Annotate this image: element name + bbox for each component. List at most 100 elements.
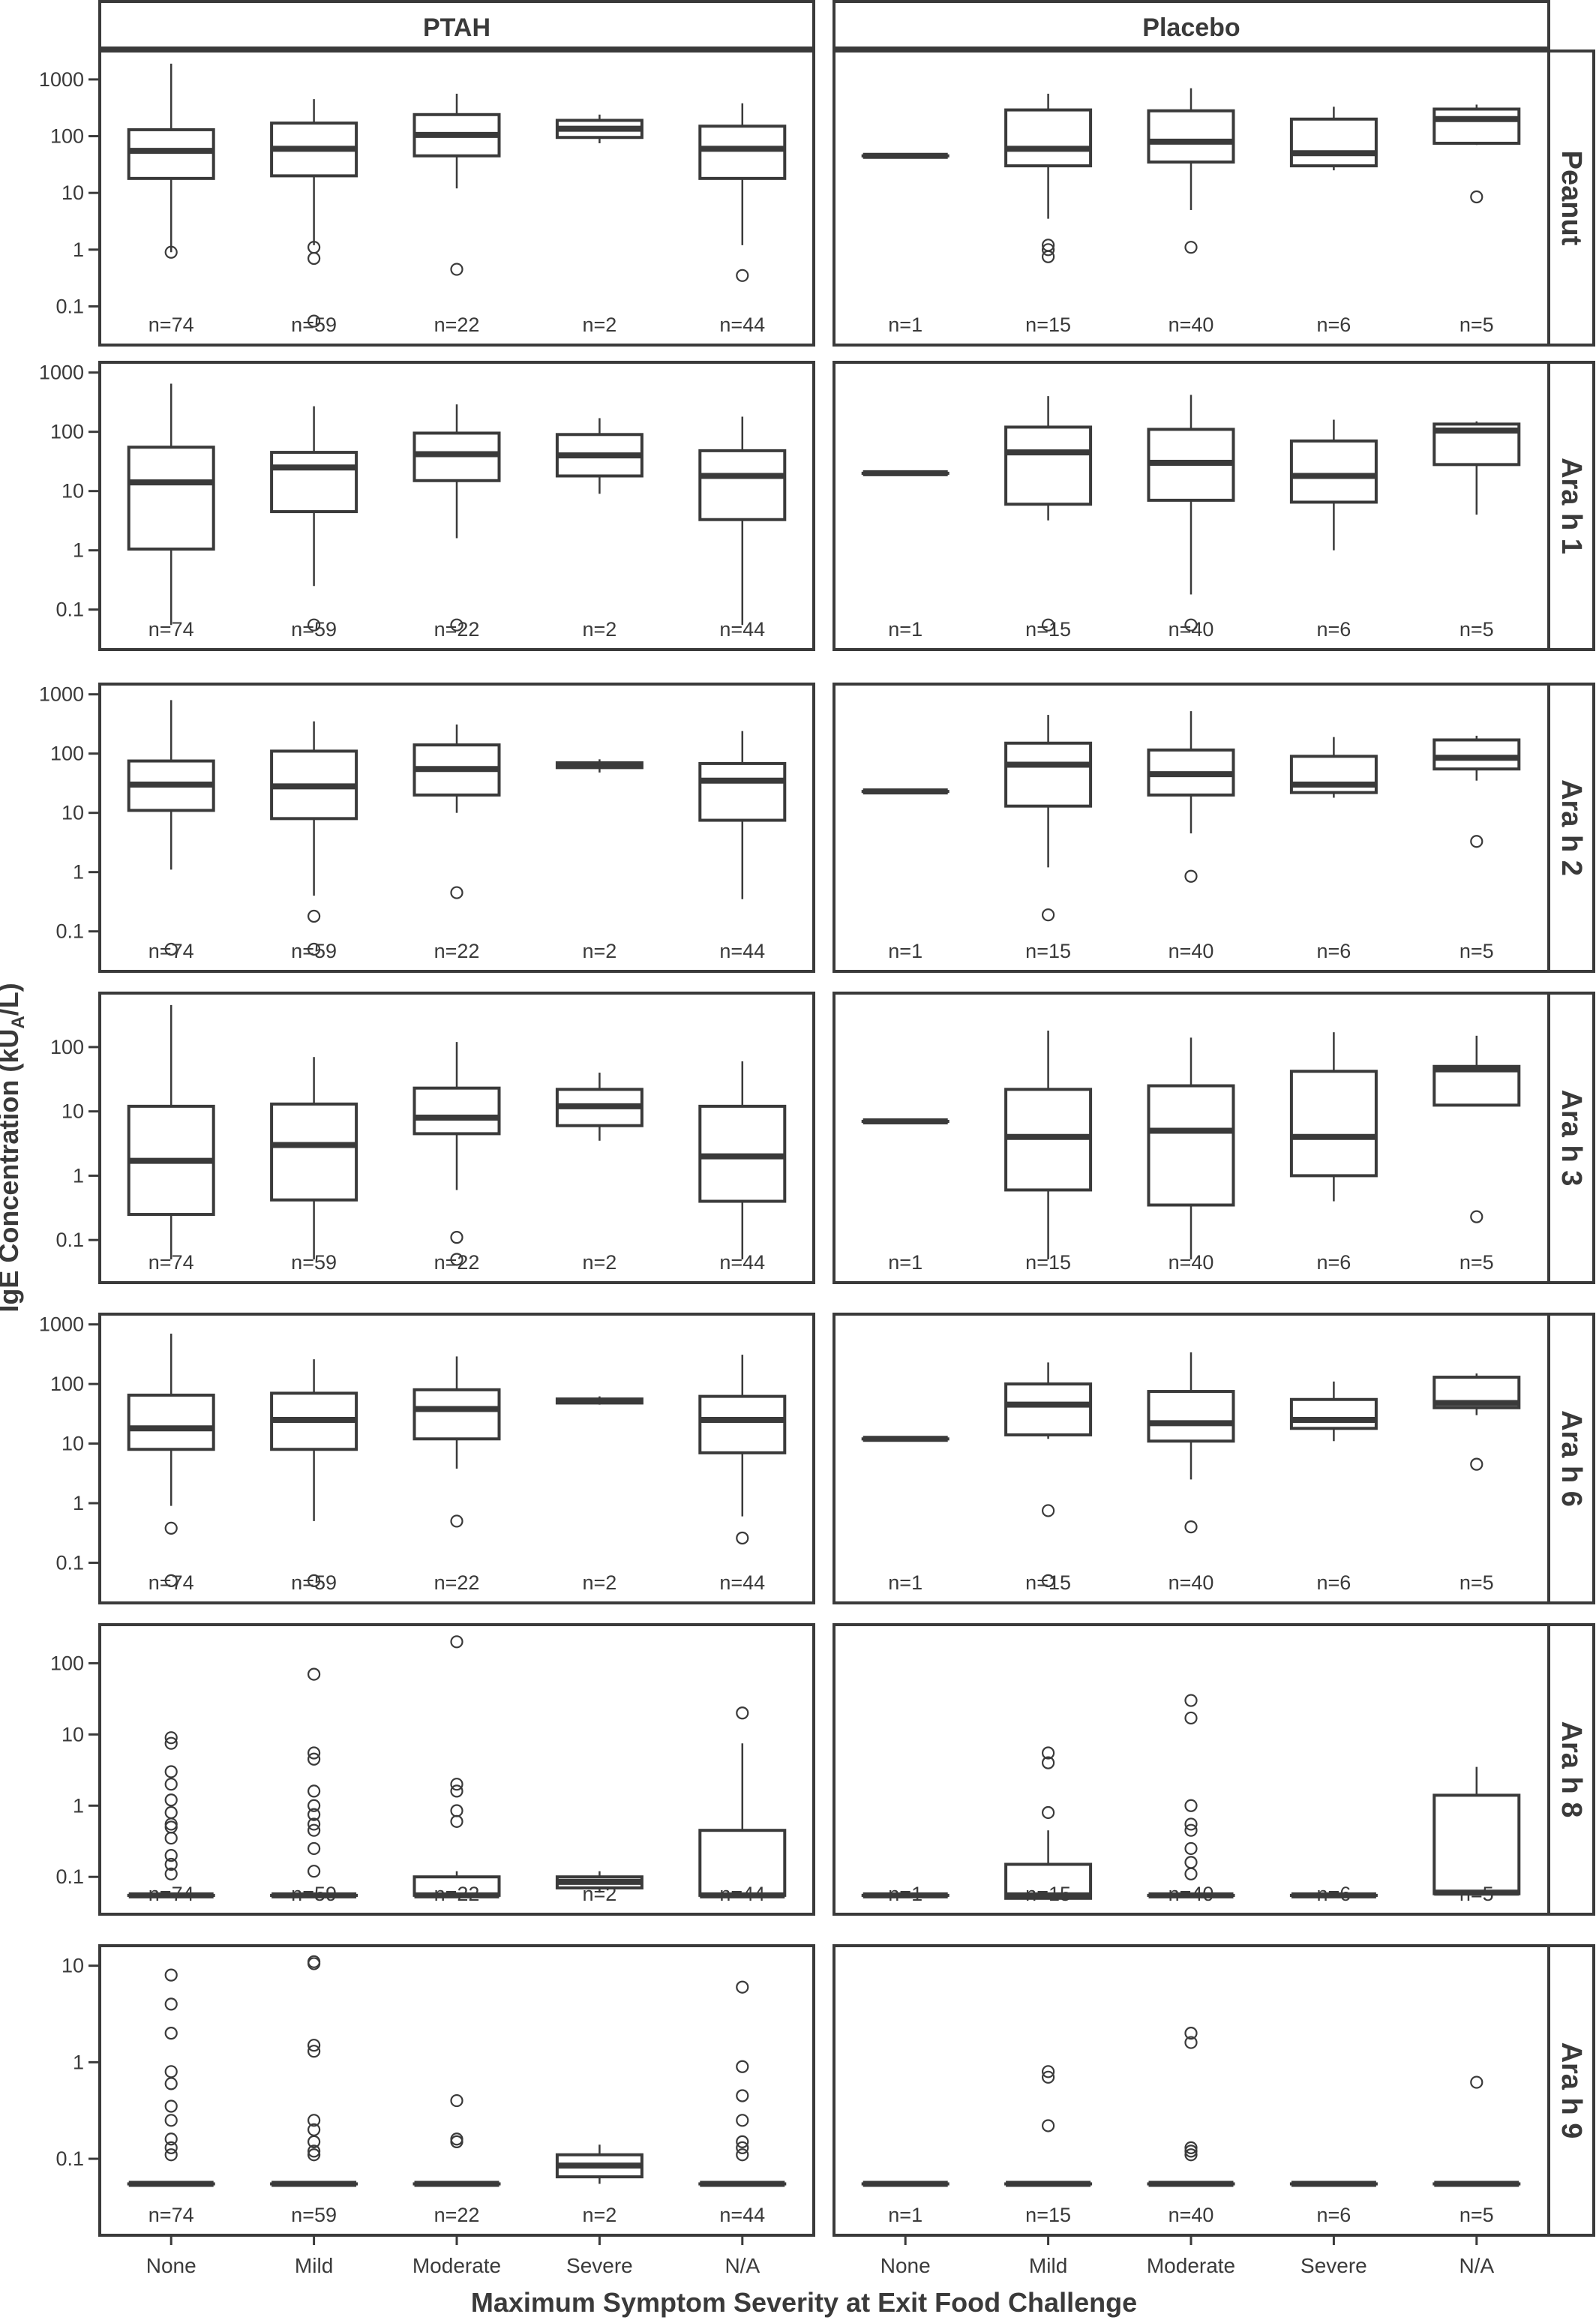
- outlier-6-0-0-1: [164, 1997, 178, 2011]
- row-strip-label-0: Peanut: [1556, 151, 1587, 246]
- outlier-1-0-2-0: [450, 618, 464, 632]
- y-tick-label-1-1: 1: [73, 539, 84, 562]
- outlier-0-0-0-0: [164, 245, 178, 259]
- outlier-2-1-2-0: [1184, 869, 1198, 883]
- x-tick-label-0-4: N/A: [724, 2254, 760, 2277]
- count-label-2-1-4: n=5: [1460, 940, 1494, 962]
- box-5-1-4: [1432, 1793, 1521, 1895]
- outlier-6-0-4-1: [736, 2060, 749, 2073]
- count-label-6-1-1: n=15: [1025, 2204, 1071, 2226]
- y-tick-label-4-4: 1000: [39, 1313, 84, 1336]
- y-tick-label-6-2: 10: [62, 1955, 84, 1977]
- outlier-5-0-1-6: [308, 1817, 321, 1831]
- outlier-6-0-0-5: [164, 2099, 178, 2113]
- count-label-2-0-1: n=59: [291, 940, 337, 962]
- panel-3-0: n=74 n=59 n=22 n=2 n=44: [98, 992, 815, 1284]
- panel-frame-2-0: [98, 683, 815, 973]
- outlier-5-0-0-10: [164, 1857, 178, 1871]
- box-1-0-0: [127, 446, 215, 551]
- panel-1-0: n=74 n=59 n=22 n=2 n=44: [98, 361, 815, 651]
- box-5-0-2: [412, 1875, 501, 1897]
- panel-6-0: n=74 n=59 n=22 n=2 n=44: [98, 1944, 815, 2237]
- panel-2-0: n=74 n=59 n=22 n=2 n=44: [98, 683, 815, 973]
- y-tick-label-0-1: 1: [73, 239, 84, 261]
- row-strip-label-2: Ara h 2: [1556, 779, 1587, 876]
- row-strip-1: [1547, 361, 1595, 651]
- box-3-1-3: [1289, 1070, 1378, 1178]
- outlier-5-0-0-4: [164, 1793, 178, 1807]
- x-tick-label-0-3: Severe: [566, 2254, 633, 2277]
- count-label-1-0-4: n=44: [719, 618, 765, 641]
- count-label-5-1-4: n=5: [1460, 1883, 1494, 1905]
- y-tick-label-2-1: 1: [73, 861, 84, 884]
- panel-frame-5-0: [98, 1623, 815, 1916]
- panel-frame-3-0: [98, 992, 815, 1284]
- count-label-2-1-0: n=1: [888, 940, 922, 962]
- box-0-1-2: [1147, 109, 1235, 164]
- box-3-1-2: [1147, 1084, 1235, 1207]
- count-label-5-0-2: n=22: [434, 1883, 480, 1905]
- count-label-4-1-1: n=15: [1025, 1571, 1071, 1594]
- row-strip-label-1: Ara h 1: [1556, 458, 1587, 554]
- count-label-6-0-4: n=44: [719, 2204, 765, 2226]
- outlier-6-0-2-0: [450, 2093, 464, 2108]
- panel-2-1: n=1 n=15 n=40 n=6 n=5: [832, 683, 1550, 973]
- y-tick-label-5-2: 10: [62, 1723, 84, 1745]
- panel-5-0: n=74 n=59 n=22 n=2 n=44: [98, 1623, 815, 1916]
- outlier-5-0-1-9: [308, 1865, 321, 1878]
- count-label-5-1-0: n=1: [888, 1883, 922, 1905]
- count-label-4-1-2: n=40: [1168, 1571, 1214, 1594]
- outlier-2-0-1-1: [308, 942, 321, 956]
- panel-frame-0-0: [98, 50, 815, 347]
- count-label-2-0-2: n=22: [434, 940, 480, 962]
- outlier-5-1-2-2: [1184, 1799, 1198, 1812]
- count-label-4-0-3: n=2: [582, 1571, 616, 1594]
- box-2-0-4: [698, 761, 787, 822]
- outlier-6-0-0-2: [164, 2027, 178, 2040]
- panel-frame-0-1: [832, 50, 1550, 347]
- outlier-1-1-1-0: [1041, 618, 1055, 632]
- outlier-5-0-2-4: [450, 1814, 464, 1828]
- box-0-0-4: [698, 125, 787, 180]
- row-strip-6: [1547, 1944, 1595, 2237]
- y-tick-label-3-1: 1: [73, 1164, 84, 1187]
- count-label-2-1-1: n=15: [1025, 940, 1071, 962]
- box-1-1-3: [1289, 439, 1378, 504]
- outlier-5-1-2-3: [1184, 1817, 1198, 1831]
- count-label-4-0-4: n=44: [719, 1571, 765, 1594]
- panel-frame-6-0: [98, 1944, 815, 2237]
- y-tick-label-2-0: 0.1: [56, 920, 84, 943]
- column-strip-label-1: Placebo: [1142, 14, 1240, 42]
- x-tick-label-0-1: Mild: [295, 2254, 333, 2277]
- outlier-2-0-2-0: [450, 886, 464, 899]
- count-label-0-0-3: n=2: [582, 314, 616, 336]
- outlier-5-0-0-1: [164, 1736, 178, 1750]
- box-4-0-4: [698, 1394, 787, 1454]
- count-label-2-1-3: n=6: [1316, 940, 1351, 962]
- outlier-5-0-2-1: [450, 1778, 464, 1791]
- outlier-4-0-1-0: [308, 1574, 321, 1587]
- outlier-4-0-2-0: [450, 1514, 464, 1528]
- panel-frame-4-1: [832, 1313, 1550, 1604]
- count-label-3-0-4: n=44: [719, 1251, 765, 1274]
- panel-4-0: n=74 n=59 n=22 n=2 n=44: [98, 1313, 815, 1604]
- outlier-6-0-0-6: [164, 2114, 178, 2127]
- count-label-4-0-0: n=74: [148, 1571, 194, 1594]
- count-label-3-0-3: n=2: [582, 1251, 616, 1274]
- outlier-4-0-0-0: [164, 1521, 178, 1535]
- x-tick-label-1-1: Mild: [1029, 2254, 1067, 2277]
- outlier-6-1-2-3: [1184, 2144, 1198, 2158]
- panel-0-0: n=74 n=59 n=22 n=2 n=44: [98, 50, 815, 347]
- outlier-6-1-2-1: [1184, 2036, 1198, 2049]
- outlier-6-0-1-4: [308, 2114, 321, 2127]
- panel-6-1: n=1 n=15 n=40 n=6 n=5: [832, 1944, 1550, 2237]
- outlier-3-0-2-0: [450, 1231, 464, 1244]
- box-5-0-4: [698, 1829, 787, 1897]
- count-label-2-1-2: n=40: [1168, 940, 1214, 962]
- outlier-5-1-1-2: [1041, 1805, 1055, 1820]
- count-label-3-0-0: n=74: [148, 1251, 194, 1274]
- count-label-2-0-4: n=44: [719, 940, 765, 962]
- outlier-5-0-0-0: [164, 1731, 178, 1745]
- y-axis-title-subscript: A: [8, 1016, 28, 1028]
- count-label-0-0-1: n=59: [291, 314, 337, 336]
